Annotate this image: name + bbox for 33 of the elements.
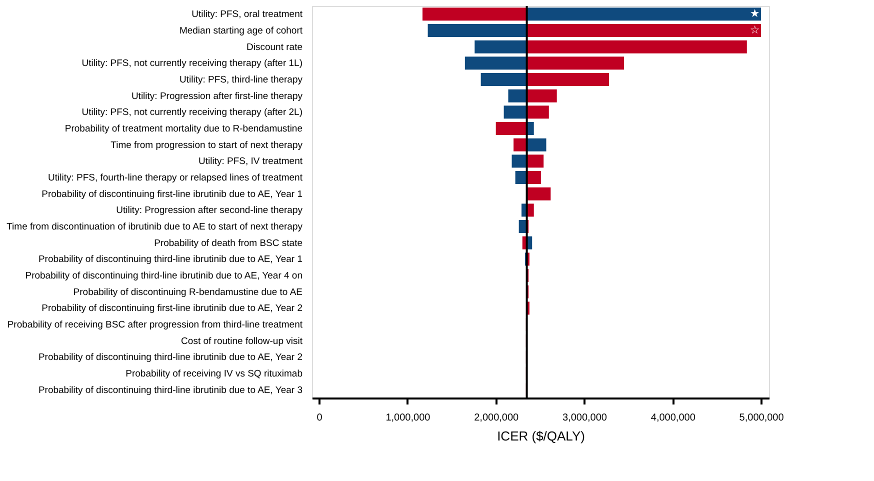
y-tick-label: Probability of discontinuing third-line ibrutinib due to AE, Year 1 [38, 254, 302, 266]
annotation: ☆ [750, 24, 760, 36]
y-tick-label: Time from progression to start of next therapy [110, 140, 303, 151]
y-tick-label: Utility: PFS, oral treatment [192, 9, 303, 20]
y-tick-label: Probability of discontinuing first-line ibrutinib due to AE, Year 1 [42, 188, 302, 200]
x-tick-label: 1,000,000 [386, 412, 431, 424]
y-tick-label: Utility: PFS, not currently receiving therapy (after 1L) [82, 58, 302, 70]
y-tick-label: Probability of receiving BSC after progression from third-line treatment [7, 320, 303, 330]
y-tick-label: Utility: PFS, not currently receiving therapy (after 2L) [82, 107, 302, 118]
x-tick-label: 2,000,000 [474, 412, 520, 424]
y-tick-label: Median starting age of cohort [179, 26, 303, 36]
y-tick-label: Utility: Progression after second-line therapy [116, 205, 303, 216]
y-tick-label: Discount rate [246, 42, 302, 53]
x-axis-title: ICER ($/QALY) [497, 428, 585, 444]
y-tick-label: Probability of discontinuing first-line ibrutinib due to AE, Year 2 [42, 303, 302, 314]
x-tick-label: 5,000,000 [739, 412, 784, 424]
y-tick-label: Utility: PFS, IV treatment [198, 156, 303, 168]
y-tick-label: Probability of death from BSC state [154, 238, 302, 249]
y-tick-label: Probability of discontinuing third-line ibrutinib due to AE, Year 4 on [25, 270, 302, 282]
y-tick-label: Probability of treatment mortality due to R-bendamustine [64, 124, 302, 134]
y-tick-label: Probability of discontinuing third-line ibrutinib due to AE, Year 3 [38, 384, 302, 396]
y-tick-label: Time from discontinuation of ibrutinib due to AE to start of next therapy [6, 222, 303, 232]
y-tick-label: Utility: Progression after first-line therapy [131, 90, 303, 102]
y-tick-label: Cost of routine follow-up visit [181, 336, 303, 347]
x-tick-label: 4,000,000 [650, 412, 696, 424]
x-tick-label: 3,000,000 [562, 412, 608, 424]
y-tick-label: Probability of receiving IV vs SQ rituximab [126, 368, 302, 380]
y-tick-label: Probability of discontinuing third-line ibrutinib due to AE, Year 2 [38, 352, 302, 364]
x-tick-label: 0 [316, 412, 323, 424]
y-tick-label: Probability of discontinuing R-bendamustine due to AE [73, 286, 302, 298]
y-tick-label: Utility: PFS, third-line therapy [179, 74, 303, 86]
y-tick-label: Utility: PFS, fourth-line therapy or relapsed lines of treatment [48, 172, 303, 184]
annotation: ★ [750, 7, 760, 20]
